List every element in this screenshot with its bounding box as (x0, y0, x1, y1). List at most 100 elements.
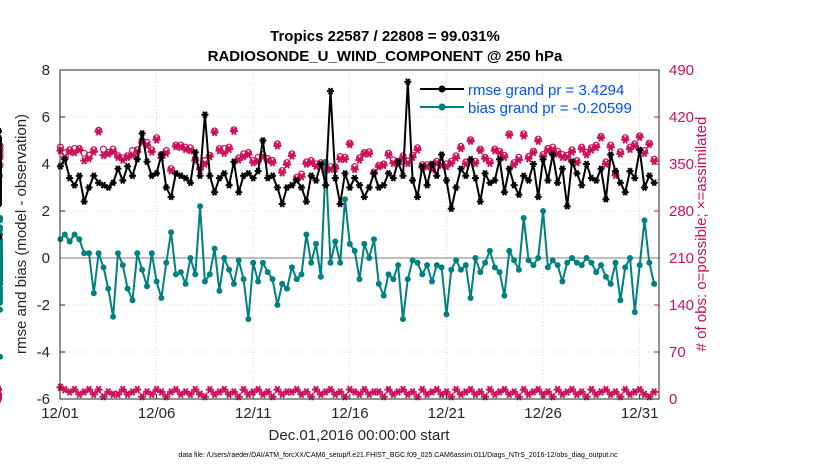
bottom-count-marker (529, 387, 538, 396)
left-axis: -6 -4 -2 0 2 4 6 8 (37, 62, 65, 408)
obs-assimilated-marker (519, 131, 528, 140)
y-tick-label: 0 (42, 250, 50, 267)
bias-point (0, 276, 3, 283)
bottom-count-marker (326, 385, 335, 394)
bias-point (264, 269, 271, 276)
bias-point (409, 257, 416, 264)
rmse-point (167, 193, 175, 201)
rmse-point (129, 172, 136, 180)
obs-assimilated-marker-core (507, 133, 512, 138)
y-tick-label: 4 (42, 156, 50, 173)
bottom-count-marker (408, 387, 417, 396)
rmse-point-core (594, 178, 599, 183)
bottom-count-marker-core (483, 394, 488, 399)
bottom-count-marker (611, 387, 620, 396)
obs-assimilated-marker (510, 160, 519, 169)
bias-point (457, 266, 464, 273)
obs-assimilated-marker (461, 160, 470, 168)
rmse-point-core (367, 185, 372, 190)
bottom-count-marker-core (86, 387, 91, 392)
bias-point (230, 280, 237, 287)
obs-assimilated-marker-core (589, 147, 594, 152)
x-axis: 12/01 12/06 12/11 12/16 12/21 12/26 12/31 (41, 394, 658, 422)
obs-assimilated-marker-core (130, 153, 135, 158)
rmse-point (0, 142, 2, 149)
x-tick-label: 12/01 (41, 405, 79, 422)
bottom-count-marker (70, 385, 79, 394)
rmse-point-core (434, 173, 439, 178)
obs-assimilated-marker-core (386, 153, 391, 158)
obs-assimilated-marker-core (458, 146, 463, 151)
obs-assimilated-marker-core (642, 151, 647, 156)
bottom-count-marker (360, 385, 369, 394)
rmse-point (0, 146, 2, 153)
rmse-point-core (579, 183, 584, 188)
bias-point (245, 316, 252, 323)
y-tick-label: -4 (37, 344, 50, 361)
rmse-series (0, 78, 658, 240)
bottom-count-marker-core (183, 389, 188, 394)
obs-assimilated-marker (229, 127, 238, 136)
obs-assimilated-marker (630, 141, 639, 150)
obs-assimilated-marker-core (169, 168, 174, 173)
obs-assimilated-marker (355, 155, 364, 164)
rmse-point-core (328, 89, 333, 94)
bias-point (361, 240, 368, 247)
legend: rmse grand pr = 3.4294 bias grand pr = -… (420, 82, 632, 117)
obs-assimilated-marker-core (217, 148, 222, 153)
rmse-point (399, 172, 407, 180)
rmse-point-core (376, 185, 381, 190)
rmse-point (0, 128, 2, 135)
rmse-point-core (144, 159, 149, 164)
bottom-count-marker (85, 385, 93, 394)
obs-assimilated-marker-core (628, 147, 633, 152)
rmse-point-core (449, 206, 454, 211)
obs-assimilated-marker (524, 154, 533, 163)
bottom-count-marker-core (357, 392, 362, 397)
obs-assimilated-marker-core (603, 162, 608, 166)
rmse-point-core (550, 152, 555, 157)
rmse-point (172, 169, 180, 177)
obs-assimilated-marker-core (106, 151, 111, 156)
obs-assimilated-marker (466, 137, 475, 146)
bias-point (564, 259, 571, 266)
bias-point (583, 255, 590, 261)
bottom-count-marker (635, 385, 644, 394)
rmse-point (317, 160, 325, 168)
bias-point (530, 262, 537, 269)
rmse-point (496, 155, 504, 163)
bias-point (429, 278, 435, 285)
obs-assimilated-marker (360, 149, 369, 158)
obs-possible-marker (0, 153, 4, 161)
rmse-point (554, 179, 562, 187)
bias-point (192, 271, 199, 278)
bias-point (477, 269, 484, 276)
rmse-point-core (608, 152, 613, 157)
obs-assimilated-marker (186, 146, 195, 155)
legend-rmse-marker (438, 85, 446, 93)
bottom-count-marker-core (458, 392, 463, 397)
rmse-point (278, 200, 286, 208)
obs-assimilated-marker-core (463, 162, 468, 166)
rmse-point-core (618, 180, 623, 185)
bias-point (641, 217, 648, 224)
bias-point (168, 229, 175, 236)
bias-point (486, 247, 493, 254)
rmse-point-core (289, 183, 294, 188)
rmse-point-core (584, 162, 589, 166)
rmse-point (356, 181, 363, 189)
obs-assimilated-marker-core (343, 157, 348, 162)
bottom-count-marker (273, 385, 282, 394)
rmse-point-core (251, 176, 256, 181)
bottom-count-marker-core (159, 389, 164, 394)
bias-point (520, 215, 527, 221)
bias-point (622, 264, 629, 271)
rmse-point-core (280, 201, 285, 206)
rmse-point-core (507, 166, 512, 171)
obs-assimilated-marker (606, 143, 615, 152)
obs-assimilated-marker-core (164, 151, 169, 156)
rmse-point-core (541, 157, 546, 162)
bottom-count-marker (133, 385, 142, 394)
rmse-point (133, 155, 141, 163)
rmse-point (539, 155, 547, 163)
